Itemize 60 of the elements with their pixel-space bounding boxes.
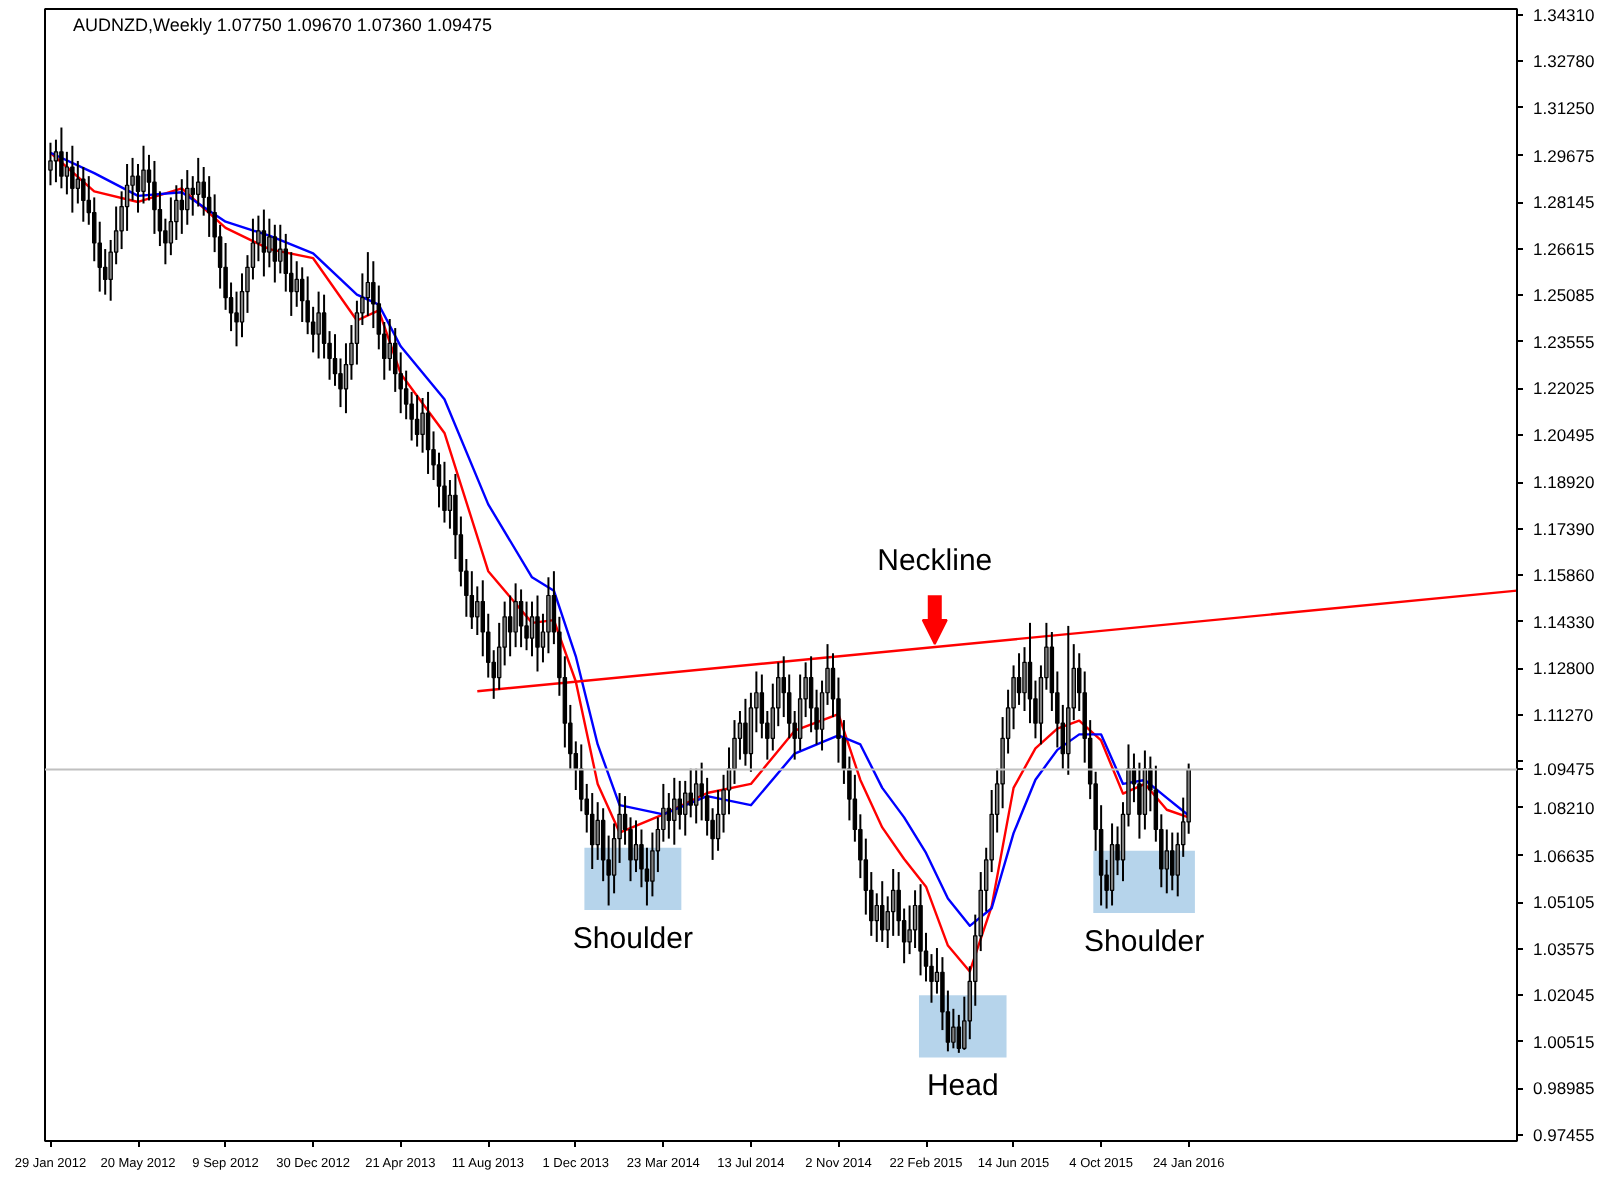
band-label: Head bbox=[926, 1069, 999, 1104]
candlestick bbox=[693, 767, 699, 825]
y-tick-label: 1.15860 bbox=[1533, 565, 1595, 586]
y-tick-label: 1.14330 bbox=[1533, 611, 1595, 632]
band-label: Shoulder bbox=[1084, 925, 1205, 960]
candlestick bbox=[267, 217, 272, 269]
candlestick bbox=[743, 697, 748, 767]
candlestick bbox=[195, 156, 201, 208]
candlestick bbox=[141, 144, 146, 205]
candlestick bbox=[688, 767, 693, 819]
candlestick bbox=[535, 594, 540, 673]
candlestick bbox=[518, 588, 524, 649]
y-tick-label: 1.18920 bbox=[1533, 472, 1595, 493]
candlestick bbox=[879, 880, 885, 943]
text: Neckline bbox=[877, 544, 993, 579]
y-tick-label: 1.20495 bbox=[1533, 424, 1595, 445]
y-tick-label: 1.11270 bbox=[1533, 704, 1594, 725]
candlestick bbox=[589, 792, 595, 871]
y-tick-label: 0.98985 bbox=[1533, 1078, 1595, 1099]
candlestick bbox=[81, 166, 86, 223]
y-tick-label: 1.17390 bbox=[1533, 518, 1595, 539]
y-tick-label: 1.29675 bbox=[1533, 145, 1595, 166]
candlestick bbox=[677, 779, 683, 831]
y-tick-label: 1.28145 bbox=[1533, 192, 1595, 213]
candlestick bbox=[1164, 828, 1170, 895]
y-tick-label: 1.23555 bbox=[1533, 331, 1595, 352]
y-tick-label: 1.03575 bbox=[1533, 938, 1595, 959]
y-tick-label: 1.25085 bbox=[1533, 285, 1595, 306]
candlestick bbox=[442, 460, 447, 524]
y-tick-label: 1.08210 bbox=[1533, 797, 1595, 818]
candlestick bbox=[261, 208, 267, 278]
chart-title: AUDNZD,Weekly 1.07750 1.09670 1.07360 1.09475 bbox=[73, 15, 492, 35]
ref-line-label: 1.09475 bbox=[1533, 759, 1595, 780]
y-tick-label: 1.22025 bbox=[1533, 378, 1595, 399]
band-label: Shoulder bbox=[572, 922, 693, 957]
candlestick bbox=[672, 776, 677, 846]
y-tick-label: 1.06635 bbox=[1533, 845, 1595, 866]
candlestick bbox=[185, 169, 190, 226]
candlestick bbox=[918, 883, 923, 977]
y-tick-label: 1.31250 bbox=[1533, 97, 1595, 118]
candlestick bbox=[1066, 624, 1071, 776]
y-tick-label: 1.05105 bbox=[1533, 892, 1595, 913]
y-tick-label: 0.97455 bbox=[1533, 1124, 1595, 1145]
candlestick bbox=[507, 594, 513, 658]
candlestick bbox=[316, 290, 321, 360]
candlestick bbox=[278, 223, 283, 275]
y-tick-label: 1.34310 bbox=[1533, 4, 1595, 25]
candlestick bbox=[1109, 822, 1115, 907]
y-tick-label: 1.02045 bbox=[1533, 985, 1595, 1006]
y-tick-label: 1.26615 bbox=[1533, 238, 1595, 259]
candlestick bbox=[546, 576, 551, 655]
candlestick bbox=[70, 144, 75, 214]
candlestick bbox=[272, 223, 278, 284]
candlestick bbox=[1137, 761, 1142, 840]
candlestick bbox=[513, 582, 518, 649]
y-tick-label: 1.00515 bbox=[1533, 1031, 1595, 1052]
y-tick-label: 1.12800 bbox=[1533, 658, 1595, 679]
candlestick bbox=[59, 126, 64, 190]
candlestick bbox=[1170, 831, 1175, 892]
y-tick-label: 1.32780 bbox=[1533, 51, 1595, 72]
